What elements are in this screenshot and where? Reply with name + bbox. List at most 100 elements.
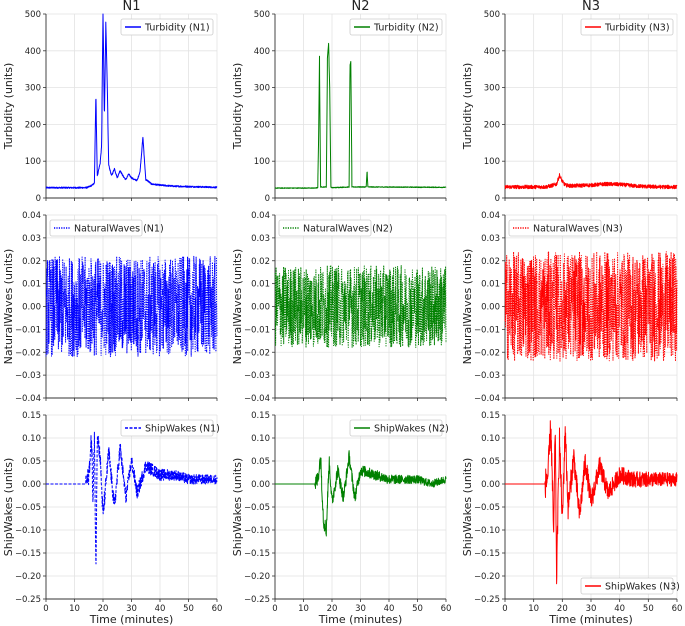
y-axis-label: ShipWakes (units): [2, 458, 15, 557]
y-tick-label: −0.10: [474, 526, 500, 536]
y-tick-label: 500: [25, 10, 41, 20]
x-tick-label: 30: [586, 604, 597, 614]
y-tick-label: −0.15: [15, 549, 41, 559]
y-tick-label: 0.15: [481, 411, 500, 421]
column-title-n2: N2: [352, 0, 370, 14]
y-tick-label: 0: [265, 194, 270, 204]
x-axis-label: Time (minutes): [89, 613, 174, 626]
y-tick-label: 0.10: [251, 434, 270, 444]
y-axis-label: ShipWakes (units): [231, 458, 244, 557]
x-tick-label: 20: [98, 604, 109, 614]
series-line: [274, 264, 447, 349]
y-tick-label: 0.01: [22, 280, 41, 290]
y-tick-label: 0: [495, 194, 500, 204]
y-tick-label: 400: [254, 47, 270, 57]
y-tick-label: 0.00: [251, 480, 270, 490]
y-tick-label: 0.02: [481, 257, 500, 267]
y-tick-label: −0.01: [244, 325, 270, 335]
y-tick-label: 300: [254, 84, 270, 94]
series-line: [274, 42, 447, 189]
panel-N3-naturalwaves: −0.04 −0.03 −0.02 −0.01 0.00 0.01 0.02 0.03 0.04…: [461, 211, 678, 404]
legend: NaturalWaves (N3): [508, 219, 623, 237]
y-tick-label: 200: [25, 120, 41, 130]
x-axis-label: Time (minutes): [318, 613, 403, 626]
y-axis-label: NaturalWaves (units): [2, 249, 15, 365]
y-axis-label: NaturalWaves (units): [461, 249, 474, 365]
column-title-n1: N1: [123, 0, 141, 14]
y-tick-label: −0.25: [244, 595, 270, 605]
y-tick-label: −0.20: [15, 572, 41, 582]
legend-label: NaturalWaves (N3): [533, 224, 623, 235]
legend-label: ShipWakes (N1): [145, 424, 220, 435]
y-tick-label: 0.02: [22, 257, 41, 267]
y-tick-label: 0.15: [251, 411, 270, 421]
y-tick-label: 0.03: [251, 234, 270, 244]
legend: ShipWakes (N3): [580, 577, 680, 595]
y-tick-label: 0.05: [22, 457, 41, 467]
x-tick-label: 10: [69, 604, 80, 614]
x-tick-label: 60: [441, 604, 452, 614]
y-tick-label: 100: [484, 157, 500, 167]
series-line: [274, 450, 447, 537]
x-tick-label: 10: [528, 604, 539, 614]
legend-label: Turbidity (N2): [373, 23, 439, 34]
y-tick-label: 0.05: [481, 457, 500, 467]
x-tick-label: 40: [614, 604, 625, 614]
panel-N3-shipwakes: −0.25 −0.20 −0.15 −0.10 −0.05 0.00 0.05 0.10 0.1…: [461, 411, 682, 626]
y-tick-label: −0.05: [15, 503, 41, 513]
x-tick-label: 0: [272, 604, 277, 614]
y-tick-label: −0.10: [15, 526, 41, 536]
series-line: [504, 420, 678, 585]
x-tick-label: 20: [557, 604, 568, 614]
y-tick-label: −0.02: [474, 348, 500, 358]
legend: Turbidity (N2): [349, 18, 443, 36]
legend: Turbidity (N3): [580, 18, 674, 36]
y-tick-label: −0.02: [15, 348, 41, 358]
y-tick-label: −0.15: [474, 549, 500, 559]
legend-label: Turbidity (N3): [604, 23, 670, 34]
y-tick-label: 0.00: [481, 303, 500, 313]
panel-N1-naturalwaves: −0.04 −0.03 −0.02 −0.01 0.00 0.01 0.02 0.03 0.04…: [2, 211, 218, 404]
y-tick-label: −0.05: [244, 503, 270, 513]
legend-label: NaturalWaves (N2): [303, 224, 393, 235]
y-tick-label: 0.03: [22, 234, 41, 244]
x-axis-label: Time (minutes): [548, 613, 633, 626]
x-tick-label: 50: [412, 604, 423, 614]
y-tick-label: −0.20: [244, 572, 270, 582]
legend-label: Turbidity (N1): [144, 23, 210, 34]
x-tick-label: 10: [298, 604, 309, 614]
legend-box: [120, 18, 214, 36]
y-tick-label: 200: [484, 120, 500, 130]
panel-N3-turbidity: 0 100 200 300 400 500 Turbidity (units) Turbidi…: [461, 10, 678, 204]
y-axis-label: NaturalWaves (units): [231, 249, 244, 365]
y-tick-label: 0.00: [22, 303, 41, 313]
x-tick-label: 40: [384, 604, 395, 614]
x-tick-label: 60: [212, 604, 223, 614]
y-tick-label: −0.10: [244, 526, 270, 536]
panel-N2-turbidity: 0 100 200 300 400 500 Turbidity (units) Turbidi…: [231, 10, 447, 204]
y-tick-label: −0.03: [474, 371, 500, 381]
x-tick-label: 0: [502, 604, 507, 614]
y-tick-label: 0: [36, 194, 41, 204]
y-tick-label: 0.02: [251, 257, 270, 267]
y-tick-label: 0.10: [22, 434, 41, 444]
y-tick-label: 100: [25, 157, 41, 167]
legend-label: ShipWakes (N2): [374, 424, 449, 435]
y-tick-label: 300: [25, 84, 41, 94]
legend-box: [580, 18, 674, 36]
panel-N2-shipwakes: −0.25 −0.20 −0.15 −0.10 −0.05 0.00 0.05 0.10 0.1…: [231, 411, 451, 626]
series-line: [45, 255, 218, 358]
x-tick-label: 60: [672, 604, 683, 614]
y-tick-label: 0.00: [481, 480, 500, 490]
panel-N1-shipwakes: −0.25 −0.20 −0.15 −0.10 −0.05 0.00 0.05 0.10 0.1…: [2, 411, 222, 626]
y-tick-label: −0.25: [15, 595, 41, 605]
y-tick-label: −0.20: [474, 572, 500, 582]
y-tick-label: 0.10: [481, 434, 500, 444]
series-line: [45, 13, 218, 189]
y-tick-label: 200: [254, 120, 270, 130]
legend: Turbidity (N1): [120, 18, 214, 36]
y-tick-label: 0.04: [22, 211, 41, 221]
y-tick-label: −0.04: [244, 394, 270, 404]
legend: NaturalWaves (N2): [278, 219, 393, 237]
